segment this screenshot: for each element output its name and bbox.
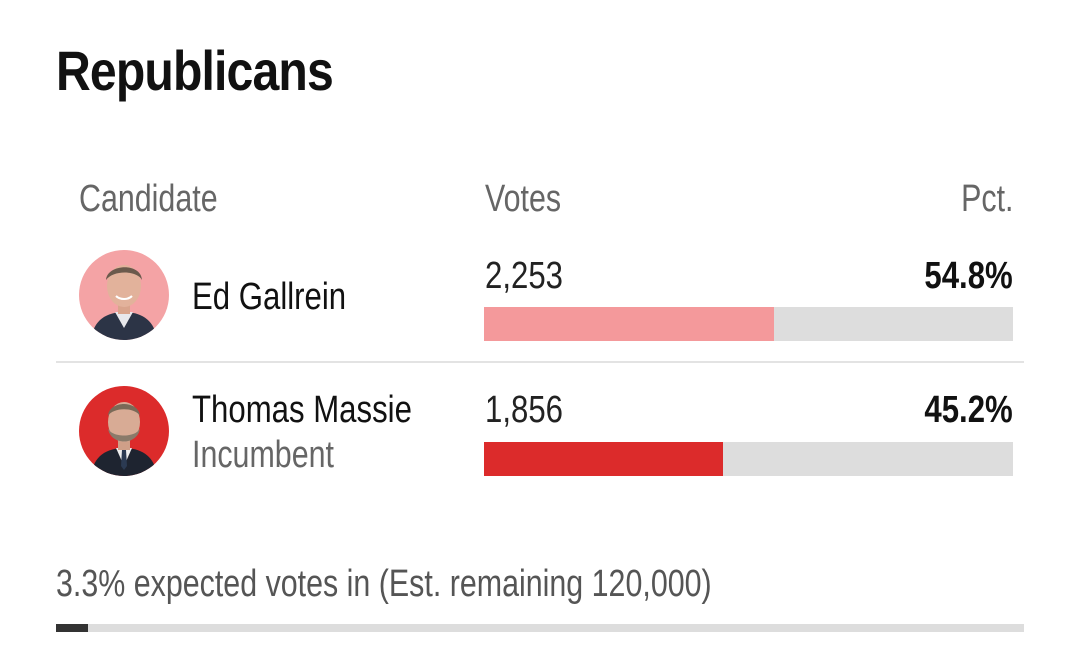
candidate-pct: 54.8% bbox=[924, 255, 1013, 297]
candidate-name: Thomas Massie bbox=[192, 389, 412, 431]
vote-bar-fill bbox=[484, 307, 774, 341]
vote-bar-track bbox=[484, 307, 1013, 341]
candidate-pct: 45.2% bbox=[924, 389, 1013, 431]
candidate-avatar bbox=[79, 386, 169, 476]
vote-bar-track bbox=[484, 442, 1013, 476]
candidate-photo-icon bbox=[79, 250, 169, 340]
row-divider bbox=[56, 361, 1024, 363]
candidate-avatar bbox=[79, 250, 169, 340]
party-title: Republicans bbox=[56, 39, 334, 102]
expected-votes-text: 3.3% expected votes in (Est. remaining 1… bbox=[56, 563, 712, 605]
candidate-photo-icon bbox=[79, 386, 169, 476]
expected-votes-progress-track bbox=[56, 624, 1024, 632]
column-header-pct: Pct. bbox=[960, 178, 1013, 220]
column-header-candidate: Candidate bbox=[79, 178, 218, 220]
incumbent-label: Incumbent bbox=[192, 434, 334, 476]
candidate-votes: 1,856 bbox=[485, 389, 563, 431]
expected-votes-progress-fill bbox=[56, 624, 88, 632]
vote-bar-fill bbox=[484, 442, 724, 476]
candidate-name: Ed Gallrein bbox=[192, 276, 347, 318]
candidate-votes: 2,253 bbox=[485, 255, 563, 297]
column-header-votes: Votes bbox=[485, 178, 562, 220]
